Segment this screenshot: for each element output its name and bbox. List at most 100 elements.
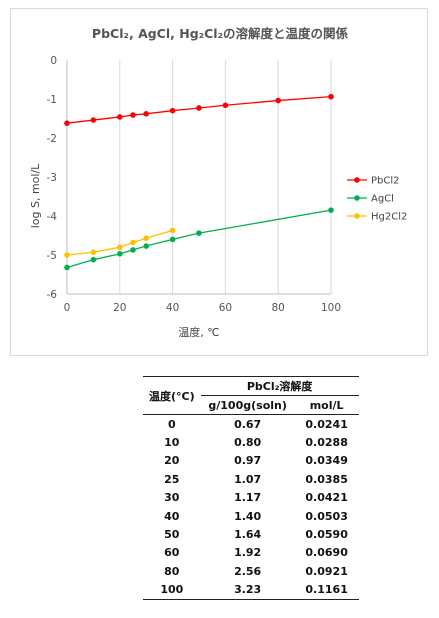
axes: 0 -1 -2 -3 -4 -5 -6 0 20 40 60 80 100 [47, 55, 342, 314]
legend-label-hg2cl2: Hg2Cl2 [371, 212, 407, 223]
data-point-hg2cl2-2 [117, 244, 123, 250]
cell-temperature: 100 [160, 583, 184, 597]
table-body: 0 0.67 0.0241 10 0.80 0.0288 20 0.97 0.0349 25 1.0… [143, 415, 359, 600]
data-point-agcl-3 [130, 247, 136, 253]
cell-temperature: 25 [164, 472, 180, 486]
data-point-hg2cl2-1 [90, 249, 97, 256]
y-tick-label-3: -3 [47, 172, 57, 184]
cell-g-per-100g: 2.56 [234, 564, 262, 578]
table-row: 50 1.64 0.0590 [143, 525, 359, 543]
y-tick-label-2: -2 [47, 133, 57, 145]
cell-mol-per-l: 0.0241 [305, 417, 348, 431]
legend-label-agcl: AgCl [371, 194, 394, 205]
cell-temperature: 30 [164, 491, 180, 505]
x-tick-label-2: 40 [166, 302, 179, 314]
data-point-agcl-6 [196, 230, 202, 236]
y-tick-label-4: -4 [47, 211, 58, 223]
chart-svg: PbCl₂, AgCl, Hg₂Cl₂の溶解度と温度の関係 0 -1 -2 -3 -4 -… [29, 26, 407, 339]
y-axis-label: log S, mol/L [29, 163, 42, 228]
data-point-hg2cl2-4 [143, 235, 149, 242]
data-point-agcl-7 [328, 207, 334, 213]
cell-temperature: 40 [164, 509, 180, 523]
data-point-hg2cl2-0 [64, 252, 70, 258]
data-point-agcl-4 [143, 243, 149, 249]
y-tick-label-5: -5 [47, 250, 57, 262]
cell-temperature: 10 [164, 436, 180, 450]
data-point-hg2cl2-5 [169, 227, 176, 234]
data-point-pbcl2-7 [222, 102, 229, 109]
cell-g-per-100g: 1.64 [234, 528, 262, 542]
header-pbcl2-solubility: PbCl₂溶解度 [246, 380, 313, 393]
legend: PbCl2 AgCl Hg2Cl2 [347, 176, 407, 223]
table-row: 60 1.92 0.0690 [143, 544, 359, 562]
data-point-pbcl2-4 [143, 111, 149, 117]
data-point-pbcl2-0 [64, 120, 70, 126]
cell-temperature: 50 [164, 528, 180, 542]
cell-mol-per-l: 0.0590 [305, 528, 348, 542]
cell-g-per-100g: 1.07 [234, 472, 262, 486]
x-axis-label: 温度, ℃ [178, 325, 219, 339]
data-point-agcl-1 [90, 256, 97, 263]
x-tick-label-1: 20 [113, 302, 126, 314]
cell-g-per-100g: 1.92 [234, 546, 262, 560]
cell-g-per-100g: 0.80 [234, 436, 262, 450]
cell-g-per-100g: 0.97 [234, 454, 262, 468]
data-point-agcl-2 [117, 251, 123, 257]
header-temperature: 温度(°C) [149, 389, 195, 403]
cell-temperature: 60 [164, 546, 180, 560]
legend-marker-agcl [354, 195, 360, 201]
data-point-pbcl2-8 [275, 97, 282, 104]
y-tick-label-6: -6 [47, 289, 58, 301]
data-point-pbcl2-5 [169, 107, 176, 114]
data-point-pbcl2-6 [196, 105, 202, 111]
cell-mol-per-l: 0.0385 [305, 472, 348, 486]
legend-marker-pbcl2 [354, 177, 360, 183]
x-tick-label-5: 100 [321, 302, 341, 314]
table-row: 25 1.07 0.0385 [143, 470, 359, 488]
cell-g-per-100g: 1.40 [234, 509, 262, 523]
data-point-agcl-0 [64, 264, 70, 271]
cell-temperature: 80 [164, 564, 180, 578]
cell-temperature: 0 [167, 417, 176, 431]
solubility-table: 温度(°C) PbCl₂溶解度 g/100g(soln) mol/L 0 0.67… [143, 376, 359, 600]
data-point-pbcl2-2 [117, 114, 123, 120]
legend-marker-hg2cl2 [354, 213, 360, 219]
table-row: 40 1.40 0.0503 [143, 507, 359, 525]
data-point-pbcl2-1 [90, 117, 97, 123]
series-line-hg2cl2 [66, 229, 173, 256]
series-line-pbcl2 [66, 96, 332, 124]
x-tick-label-0: 0 [64, 302, 71, 314]
cell-mol-per-l: 0.0288 [305, 436, 348, 450]
cell-temperature: 20 [164, 454, 180, 468]
table-row: 30 1.17 0.0421 [143, 489, 359, 507]
data-point-pbcl2-3 [130, 112, 136, 118]
series-line-agcl [66, 209, 332, 269]
data-point-hg2cl2-3 [130, 239, 136, 246]
y-tick-label-0: 0 [50, 55, 57, 67]
cell-mol-per-l: 0.1161 [305, 583, 348, 597]
cell-mol-per-l: 0.0690 [305, 546, 348, 560]
table-row: 100 3.23 0.1161 [143, 581, 359, 600]
data-point-agcl-5 [169, 236, 176, 243]
x-tick-label-3: 60 [219, 302, 232, 314]
chart-title: PbCl₂, AgCl, Hg₂Cl₂の溶解度と温度の関係 [92, 26, 349, 41]
y-tick-label-1: -1 [47, 94, 57, 106]
chart-area: PbCl₂, AgCl, Hg₂Cl₂の溶解度と温度の関係 0 -1 -2 -3 -4 -… [10, 8, 428, 356]
table-row: 20 0.97 0.0349 [143, 452, 359, 470]
cell-mol-per-l: 0.0921 [305, 564, 348, 578]
table-row: 0 0.67 0.0241 [143, 415, 359, 434]
cell-mol-per-l: 0.0349 [305, 454, 348, 468]
table-row: 80 2.56 0.0921 [143, 562, 359, 580]
cell-mol-per-l: 0.0421 [305, 491, 348, 505]
header-g-per-100g: g/100g(soln) [200, 395, 295, 415]
grid [119, 60, 332, 294]
series-layer [64, 93, 334, 271]
legend-label-pbcl2: PbCl2 [371, 176, 400, 187]
x-tick-label-4: 80 [272, 302, 285, 314]
data-point-pbcl2-9 [328, 93, 334, 100]
table-row: 10 0.80 0.0288 [143, 433, 359, 451]
cell-g-per-100g: 0.67 [234, 417, 262, 431]
cell-mol-per-l: 0.0503 [305, 509, 348, 523]
cell-g-per-100g: 1.17 [234, 491, 262, 505]
cell-g-per-100g: 3.23 [234, 583, 262, 597]
